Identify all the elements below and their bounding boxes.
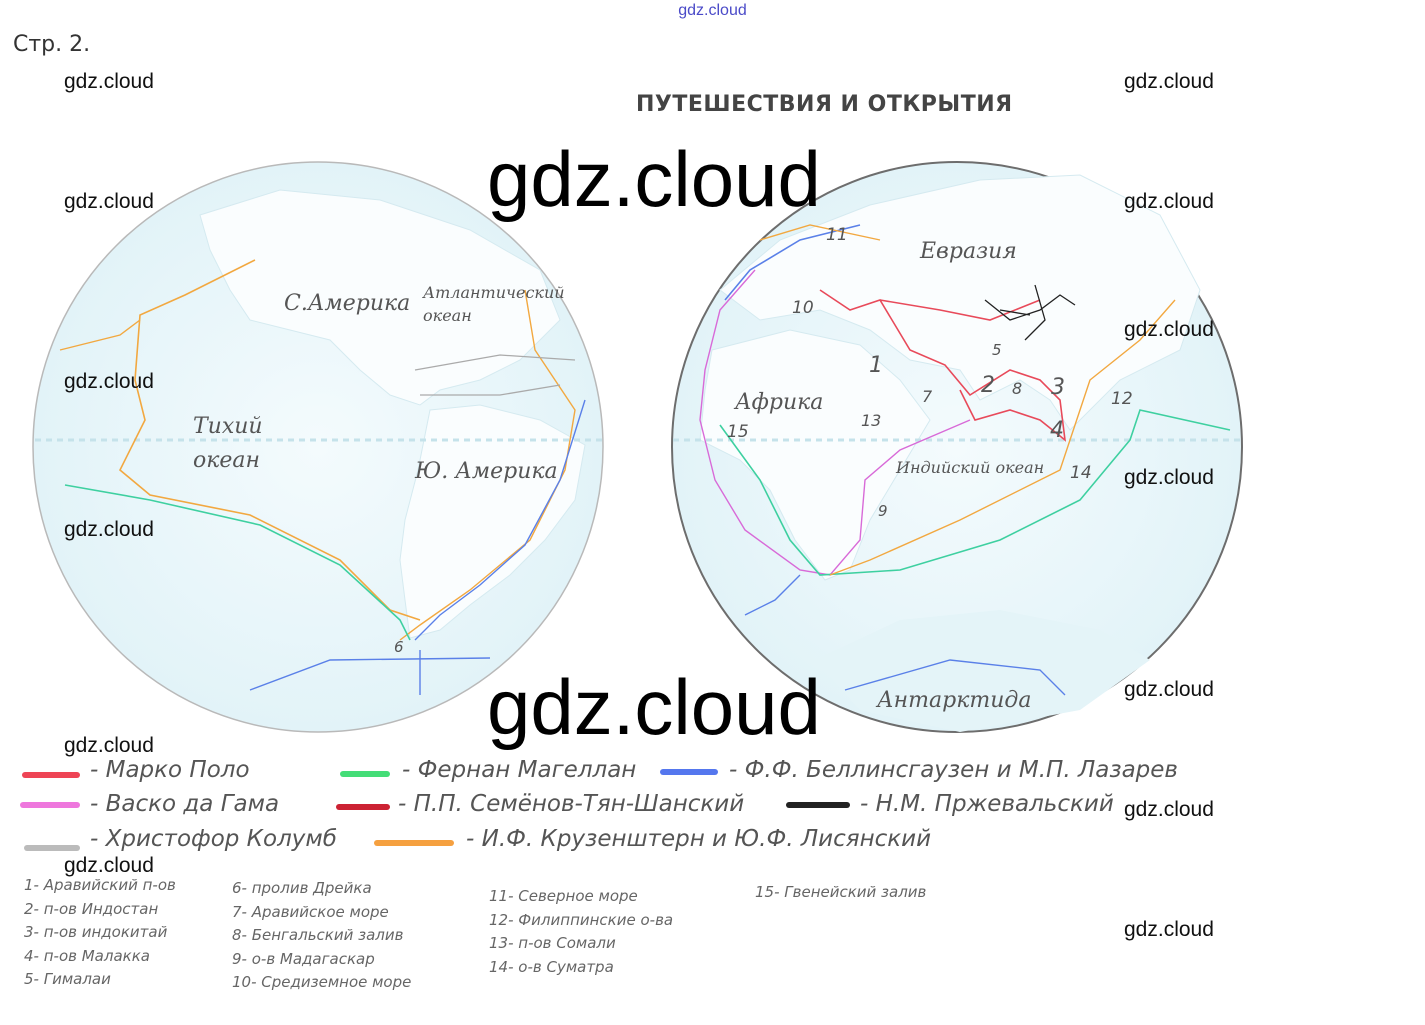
note-item: 6- пролив Дрейка xyxy=(232,879,372,897)
label-atlantic-2: океан xyxy=(423,306,472,325)
notes-column-1: 1- Аравийский п-ов 2- п-ов Индостан 3- п… xyxy=(24,874,176,992)
map-number-14: 14 xyxy=(1070,463,1092,483)
map-number-15: 15 xyxy=(727,422,749,442)
western-hemisphere: С.Америка Атлантический океан Тихий океа… xyxy=(32,161,604,733)
watermark: gdz.cloud xyxy=(64,370,154,393)
label-n-america: С.Америка xyxy=(284,291,410,316)
note-item: 4- п-ов Малакка xyxy=(24,946,150,965)
label-indian-ocean: Индийский океан xyxy=(895,458,1044,477)
watermark: gdz.cloud xyxy=(1124,466,1214,489)
note-item: 11- Северное море xyxy=(489,887,638,905)
page-title: ПУТЕШЕСТВИЯ И ОТКРЫТИЯ xyxy=(636,92,1013,117)
map-number-9: 9 xyxy=(878,502,888,520)
note-item: 2- п-ов Индостан xyxy=(24,899,159,918)
watermark: gdz.cloud xyxy=(1124,918,1214,941)
map-number-8: 8 xyxy=(1012,379,1022,398)
map-number-13: 13 xyxy=(861,411,881,430)
legend-swatch-przhevalsky xyxy=(786,802,850,808)
label-s-america: Ю. Америка xyxy=(414,459,558,484)
watermark: gdz.cloud xyxy=(64,734,154,757)
legend-swatch-krusenstern xyxy=(374,840,454,846)
legend-label-przhevalsky: - Н.М. Пржевальский xyxy=(860,791,1114,817)
legend-swatch-columbus xyxy=(24,845,80,851)
watermark: gdz.cloud xyxy=(1124,318,1214,341)
legend-swatch-magellan xyxy=(340,771,390,777)
legend-swatch-bellingshausen xyxy=(660,769,718,775)
label-eurasia: Евразия xyxy=(919,239,1017,264)
legend-label-magellan: - Фернан Магеллан xyxy=(402,757,637,783)
map-number-5: 5 xyxy=(992,341,1002,359)
watermark: gdz.cloud xyxy=(1124,798,1214,821)
watermark: gdz.cloud xyxy=(1124,190,1214,213)
map-number-4: 4 xyxy=(1050,418,1064,443)
note-item: 10- Средиземное море xyxy=(232,973,412,991)
note-item: 3- п-ов индокитай xyxy=(24,923,168,941)
map-number-6: 6 xyxy=(394,638,404,656)
note-item: 15- Гвенейский залив xyxy=(755,883,927,901)
watermark: gdz.cloud xyxy=(64,518,154,541)
watermark-large: gdz.cloud xyxy=(487,663,821,751)
notes-column-3: 11- Северное море 12- Филиппинские о-ва … xyxy=(489,885,673,979)
map-number-7: 7 xyxy=(922,387,933,406)
note-item: 8- Бенгальский залив xyxy=(232,926,404,944)
watermark: gdz.cloud xyxy=(64,854,154,877)
legend-label-semenov: - П.П. Семёнов-Тян-Шанский xyxy=(398,791,745,817)
map-number-11: 11 xyxy=(826,225,848,245)
eastern-hemisphere: Евразия Африка Индийский океан Антарктид… xyxy=(671,161,1243,733)
watermark: gdz.cloud xyxy=(64,70,154,93)
map-number-12: 12 xyxy=(1111,389,1133,409)
map-number-3: 3 xyxy=(1051,375,1065,400)
page-number: Стр. 2. xyxy=(13,32,91,57)
map-number-1: 1 xyxy=(869,353,883,378)
watermark: gdz.cloud xyxy=(64,190,154,213)
legend-swatch-marco-polo xyxy=(22,772,80,778)
label-pacific-1: Тихий xyxy=(193,414,263,439)
note-item: 7- Аравийское море xyxy=(232,902,389,921)
note-item: 12- Филиппинские о-ва xyxy=(489,910,674,929)
legend-swatch-semenov xyxy=(336,804,390,810)
notes-column-2: 6- пролив Дрейка 7- Аравийское море 8- Б… xyxy=(232,877,411,995)
notes-column-4: 15- Гвенейский залив xyxy=(755,881,926,905)
label-antarctica: Антарктида xyxy=(875,688,1031,713)
watermark: gdz.cloud xyxy=(1124,678,1214,701)
note-item: 1- Аравийский п-ов xyxy=(24,876,176,894)
legend-label-krusenstern: - И.Ф. Крузенштерн и Ю.Ф. Лисянский xyxy=(466,826,932,852)
note-item: 9- о-в Мадагаскар xyxy=(232,949,375,968)
legend-label-bellingshausen: - Ф.Ф. Беллинсгаузен и М.П. Лазарев xyxy=(729,757,1178,783)
note-item: 5- Гималаи xyxy=(24,970,111,988)
note-item: 14- о-в Суматра xyxy=(489,957,614,976)
site-header[interactable]: gdz.cloud xyxy=(678,2,747,19)
map-number-10: 10 xyxy=(792,298,814,318)
label-pacific-2: океан xyxy=(193,448,260,473)
legend-label-columbus: - Христофор Колумб xyxy=(90,826,337,852)
legend-label-vasco-da-gama: - Васко да Гама xyxy=(90,791,280,817)
label-atlantic-1: Атлантический xyxy=(422,283,565,302)
legend-swatch-vasco-da-gama xyxy=(20,802,80,808)
map-number-2: 2 xyxy=(981,373,995,398)
legend-label-marco-polo: - Марко Поло xyxy=(90,757,250,783)
note-item: 13- п-ов Сомали xyxy=(489,934,616,952)
watermark: gdz.cloud xyxy=(1124,70,1214,93)
watermark-large: gdz.cloud xyxy=(487,135,821,223)
label-africa: Африка xyxy=(733,390,823,415)
